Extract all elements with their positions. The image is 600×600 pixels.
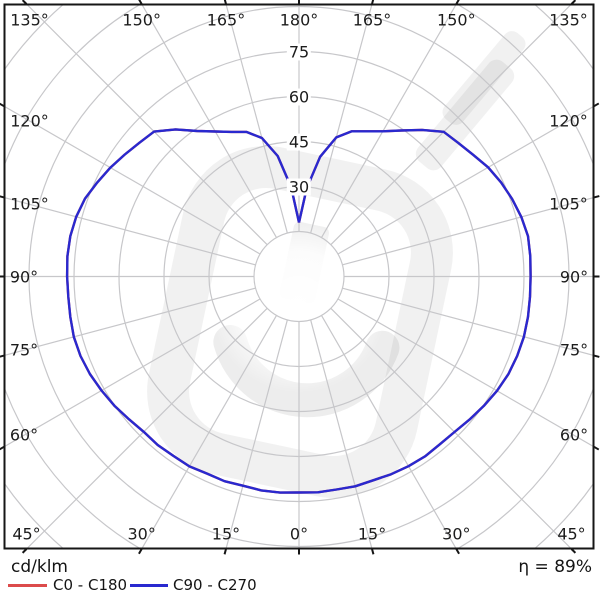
watermark-logo [147,31,526,499]
units-label: cd/klm [11,557,68,577]
curve-C90-C270 [65,128,532,494]
plot-frame [3,3,595,550]
intensity-curves [65,128,532,494]
legend-line-c0-c180 [8,584,47,587]
legend-label-c90-c270: C90 - C270 [173,576,257,594]
efficiency-label: η = 89% [518,557,592,577]
border-ticks [0,0,600,555]
legend-label-c0-c180: C0 - C180 [53,576,128,594]
legend-line-c90-c270 [130,584,168,587]
